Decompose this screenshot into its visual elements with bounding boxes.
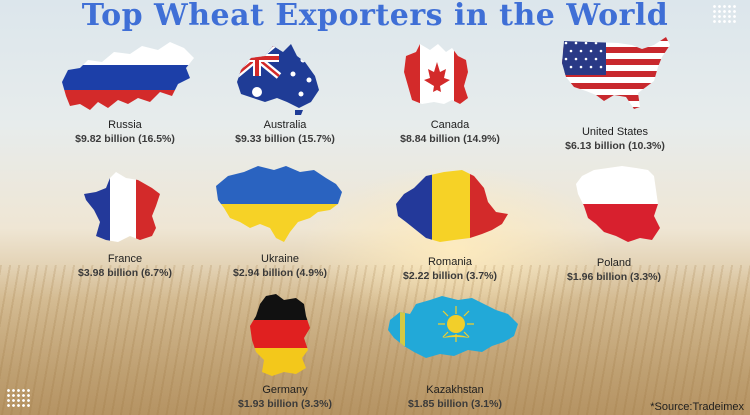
country-name: Australia bbox=[263, 119, 307, 131]
country-name: Canada bbox=[430, 119, 470, 131]
country-name: Poland bbox=[596, 257, 632, 269]
export-value: $3.98 billion (6.7%) bbox=[78, 267, 172, 279]
export-value: $2.94 billion (4.9%) bbox=[233, 267, 327, 279]
russia-flag-map bbox=[62, 42, 194, 110]
country-name: United States bbox=[581, 126, 649, 138]
poland-flag-map bbox=[576, 166, 660, 242]
germany-flag-map bbox=[250, 294, 310, 376]
country-label-ukraine: Ukraine $2.94 billion (4.9%) bbox=[233, 252, 327, 280]
country-label-kazakhstan: Kazakhstan $1.85 billion (3.1%) bbox=[408, 383, 502, 411]
country-label-germany: Germany $1.93 billion (3.3%) bbox=[238, 383, 332, 411]
country-label-poland: Poland $1.96 billion (3.3%) bbox=[567, 256, 661, 284]
export-value: $1.85 billion (3.1%) bbox=[408, 398, 502, 410]
country-label-romania: Romania $2.22 billion (3.7%) bbox=[403, 255, 497, 283]
australia-flag-map bbox=[237, 44, 319, 115]
source-note: *Source:Tradeimex bbox=[650, 401, 744, 413]
country-name: Russia bbox=[108, 119, 142, 131]
country-label-united-states: United States $6.13 billion (10.3%) bbox=[565, 125, 665, 153]
ukraine-flag-map bbox=[216, 166, 342, 242]
kazakhstan-flag-map bbox=[388, 296, 518, 358]
wheat-stalks bbox=[0, 265, 750, 415]
export-value: $2.22 billion (3.7%) bbox=[403, 270, 497, 282]
page-title: Top Wheat Exporters in the World bbox=[81, 0, 669, 33]
export-value: $6.13 billion (10.3%) bbox=[565, 140, 665, 152]
export-value: $9.33 billion (15.7%) bbox=[235, 133, 335, 145]
country-label-france: France $3.98 billion (6.7%) bbox=[78, 252, 172, 280]
france-flag-map bbox=[84, 172, 160, 242]
canada-flag-map bbox=[404, 44, 468, 104]
country-name: France bbox=[107, 253, 143, 265]
export-value: $8.84 billion (14.9%) bbox=[400, 133, 500, 145]
country-name: Kazakhstan bbox=[426, 384, 484, 396]
dot-pattern-decoration bbox=[712, 4, 738, 24]
country-name: Ukraine bbox=[261, 253, 299, 265]
country-label-australia: Australia $9.33 billion (15.7%) bbox=[235, 118, 335, 146]
country-name: Germany bbox=[262, 384, 308, 396]
export-value: $9.82 billion (16.5%) bbox=[75, 133, 175, 145]
usa-flag-map bbox=[562, 37, 670, 109]
country-label-russia: Russia $9.82 billion (16.5%) bbox=[75, 118, 175, 146]
country-name: Romania bbox=[427, 256, 473, 268]
romania-flag-map bbox=[396, 170, 508, 242]
export-value: $1.93 billion (3.3%) bbox=[238, 398, 332, 410]
export-value: $1.96 billion (3.3%) bbox=[567, 271, 661, 283]
dot-pattern-decoration bbox=[6, 388, 32, 408]
country-label-canada: Canada $8.84 billion (14.9%) bbox=[400, 118, 500, 146]
